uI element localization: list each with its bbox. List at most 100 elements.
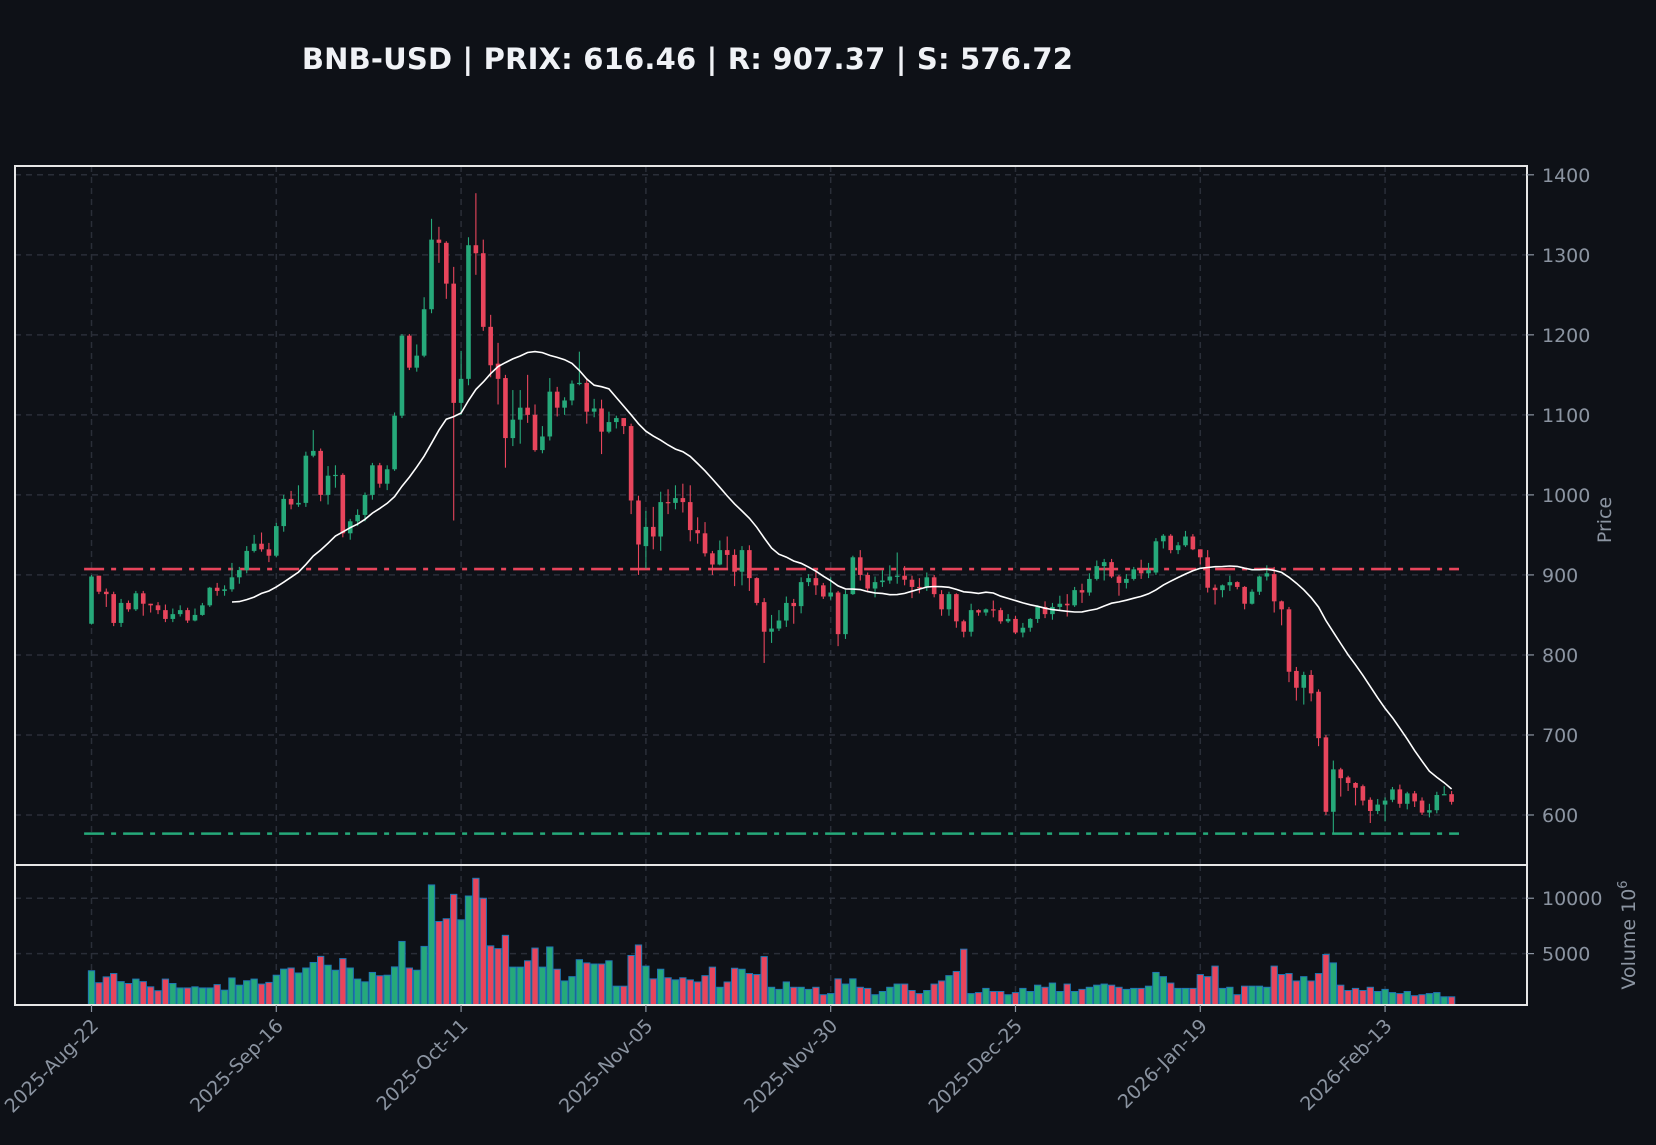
candle-body [562,400,567,408]
candle [1404,791,1410,810]
volume-bar [250,978,258,1006]
candle [1197,549,1203,565]
candle-body [599,408,604,432]
candle-body [1441,794,1447,796]
candle-body [1294,670,1299,688]
candle-body [1412,793,1417,802]
candle-body [266,549,272,556]
candle-body [118,602,124,623]
volume-bar [923,989,931,1006]
candle-body [1183,536,1188,546]
volume-bar [472,877,480,1006]
volume-bar [1026,990,1034,1006]
volume-bar [945,975,953,1006]
volume-axis-label: Volume 106 [1616,880,1640,989]
volume-bar [531,947,539,1006]
volume-bar [1011,992,1020,1006]
candle-body [724,550,730,555]
candle [872,576,878,598]
candle-body [1264,573,1270,577]
volume-bar [612,985,620,1006]
volume-bar [420,945,428,1006]
chart-title: BNB-USD | PRIX: 616.46 | R: 907.37 | S: … [301,42,1074,76]
candle-body [192,614,198,621]
candle-body [673,498,678,503]
candle-body [1249,591,1255,604]
candle [998,607,1004,624]
volume-bar [819,994,827,1006]
candle [650,506,656,550]
candle-body [303,455,309,503]
candle [687,485,693,542]
candle-body [214,587,220,591]
candle [1234,581,1240,590]
volume-bar [435,920,443,1006]
volume-bar [102,976,110,1006]
volume-bar [346,967,354,1006]
volume-bar [1085,986,1094,1006]
candle [1257,575,1262,595]
volume-bar [553,968,561,1006]
candle [89,574,94,625]
volume-bar [686,979,694,1006]
candle [628,423,634,515]
candle-body [857,557,863,575]
price-axis-label: Price [1594,497,1616,543]
candle-body [739,550,745,572]
candle [1375,798,1380,815]
volume-bar [1374,990,1382,1006]
y-tick-label: 1200 [1542,325,1590,347]
candle-body [207,587,213,606]
volume-bar [745,973,754,1006]
candle [1153,538,1159,575]
candle-body [1153,541,1159,573]
candle-body [628,426,634,501]
candle-body [902,575,907,580]
candle [207,586,213,607]
candle-body [695,530,700,534]
candle [325,466,331,505]
candle-body [554,391,560,408]
candle-body [747,550,752,579]
candle [1301,671,1307,705]
candle-body [1227,582,1233,586]
volume-bar [1403,990,1411,1006]
candle [1087,573,1092,596]
y-tick-label: 1300 [1542,245,1590,267]
candle-body [909,579,915,587]
candle-body [281,498,286,527]
candle [887,565,893,584]
volume-bar [1078,988,1086,1006]
volume-bar [1218,987,1227,1006]
candle [1308,670,1314,702]
volume-bar [154,990,162,1006]
candle-body [798,582,804,607]
volume-bar [738,968,746,1006]
candle [103,588,109,607]
candle [1249,589,1255,605]
candle [163,604,168,623]
candle-body [185,610,190,621]
volume-bar [427,884,436,1006]
volume-bar [1189,987,1197,1006]
candle [362,492,368,522]
candle-body [1057,603,1063,607]
candle [1138,559,1144,579]
volume-bar [1048,982,1057,1006]
volume-bar [501,934,510,1006]
candle-body [510,419,516,439]
candle-body [843,594,848,635]
volume-bar [930,983,938,1006]
volume-bar [287,967,295,1006]
candle-body [687,502,693,531]
volume-bar [1447,996,1456,1006]
volume-bar [908,989,916,1006]
candle [466,237,471,386]
candle [1242,586,1247,610]
candle [991,600,996,618]
candle [140,590,146,616]
candle-body [126,602,131,610]
candle-body [865,574,870,589]
candle-body [784,602,789,621]
volume-bar [627,954,635,1006]
